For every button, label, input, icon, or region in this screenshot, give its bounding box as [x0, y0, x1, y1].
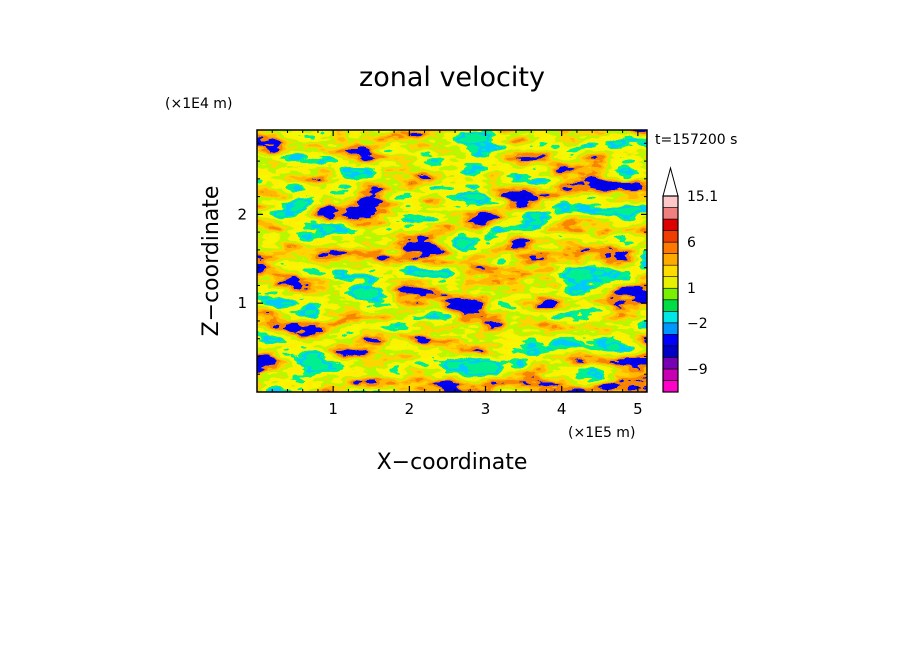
- colorbar-bin: [662, 241, 679, 254]
- colorbar-bin: [662, 334, 679, 347]
- colorbar-bin: [662, 218, 679, 231]
- colorbar-bin: [662, 310, 679, 324]
- plot-frame: [256, 129, 648, 393]
- x-tick-label: 3: [481, 400, 491, 418]
- colorbar-bin: [662, 345, 679, 358]
- x-tick-label: 4: [557, 400, 567, 418]
- chart-title: zonal velocity: [359, 62, 545, 93]
- colorbar-bin: [662, 357, 679, 370]
- colorbar-label: 1: [687, 281, 696, 297]
- colorbar-bin: [662, 276, 679, 289]
- colorbar-bin: [662, 264, 679, 278]
- colorbar-label: −2: [687, 316, 708, 332]
- colorbar-bin: [662, 380, 679, 393]
- colorbar-bin: [662, 230, 679, 243]
- colorbar-bin: [662, 299, 679, 312]
- colorbar-label: −9: [687, 362, 708, 378]
- colorbar-bin: [662, 195, 679, 208]
- x-tick-label: 2: [405, 400, 415, 418]
- x-axis: 1 2 3 4 5: [271, 130, 643, 418]
- colorbar-bin: [662, 368, 679, 381]
- colorbar-bin: [662, 253, 679, 266]
- colorbar: 15.1 6 1 −2 −9: [662, 166, 718, 393]
- colorbar-bin: [662, 207, 679, 220]
- y-axis: 12: [237, 142, 647, 375]
- x-unit-label: (×1E5 m): [568, 425, 635, 441]
- colorbar-bin: [662, 322, 679, 335]
- colorbar-label: 15.1: [687, 189, 718, 205]
- y-unit-label: (×1E4 m): [165, 96, 232, 112]
- colorbar-extend-arrow: [662, 166, 679, 197]
- x-axis-label: X−coordinate: [377, 450, 528, 475]
- colorbar-label: 6: [687, 235, 696, 251]
- colorbar-bin: [662, 287, 679, 301]
- y-axis-label: Z−coordinate: [199, 186, 224, 337]
- y-tick-label: 2: [237, 205, 247, 223]
- colorbar-frame: [662, 195, 679, 393]
- y-tick-label: 1: [237, 294, 247, 312]
- x-tick-label: 1: [328, 400, 338, 418]
- x-tick-label: 5: [633, 400, 643, 418]
- time-label: t=157200 s: [655, 132, 737, 148]
- contour-field: [257, 130, 647, 392]
